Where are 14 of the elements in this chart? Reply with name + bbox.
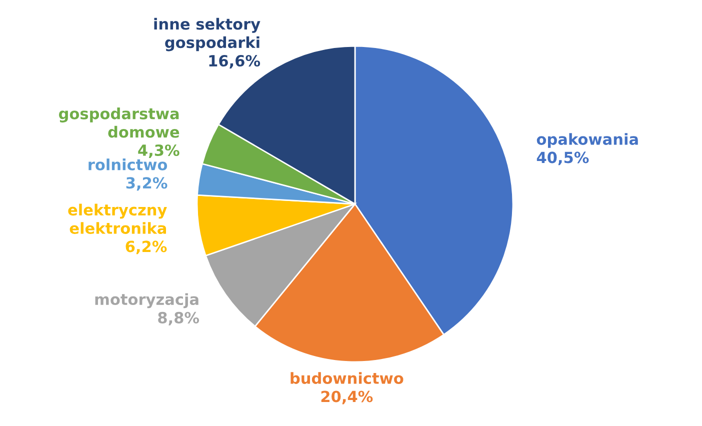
slice-label: elektryczny elektronika [68, 204, 167, 234]
slice-label: rolnictwo [88, 158, 168, 170]
data-label: 6,2% [126, 240, 167, 254]
data-label: 16,6% [209, 54, 260, 68]
data-label: 20,4% [321, 390, 373, 404]
data-label: 8,8% [158, 312, 200, 326]
slice-label: gospodarstwa domowe [58, 108, 180, 138]
data-label: 4,3% [138, 144, 180, 158]
data-label: 3,2% [126, 177, 168, 191]
slice-label: motoryzacja [95, 293, 198, 308]
slice-label: inne sektory gospodarki [154, 18, 260, 52]
slice-label: budownictwo [290, 372, 404, 384]
data-label: 40,5% [536, 152, 589, 166]
slice-label: opakowania [536, 133, 638, 148]
